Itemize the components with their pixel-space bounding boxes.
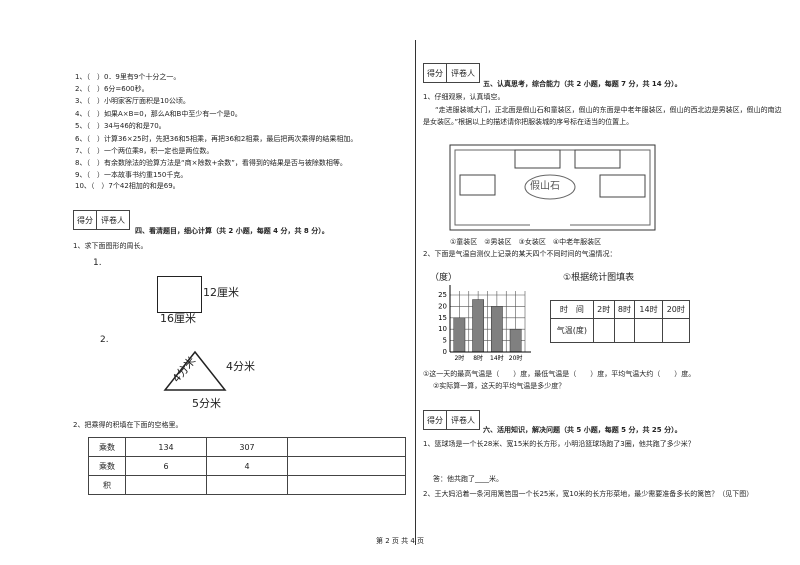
cell	[592, 318, 615, 343]
cell	[206, 475, 288, 495]
score: 得分	[424, 411, 447, 429]
x-tick-label: 20时	[509, 354, 523, 362]
y-tick-label: 0	[443, 348, 447, 356]
map	[449, 144, 656, 231]
label: 12厘米	[203, 286, 239, 299]
score-box: 得分 评卷人	[73, 210, 130, 230]
cell: 134	[125, 437, 207, 457]
question: 1、仔细观察，认真填空。	[423, 93, 505, 101]
bar	[491, 306, 503, 353]
item: 3、（ ）小明家客厅面积是10公顷。	[75, 97, 190, 105]
cell: 307	[206, 437, 288, 457]
question: 2、王大妈沿着一条河用篱笆围一个长25米，宽10米的长方形菜地，最少需要准备多长…	[423, 490, 754, 498]
triangle	[163, 350, 227, 391]
bar	[472, 299, 484, 353]
grader: 评卷人	[451, 68, 475, 78]
item: 5、（ ）34与46的和是70。	[75, 122, 166, 130]
grader: 评卷人	[451, 415, 475, 425]
label: 4分米	[226, 360, 255, 373]
table: 乘数 134 307 乘数 6 4 积	[88, 437, 406, 495]
cell	[661, 318, 691, 343]
cell	[287, 437, 406, 457]
zone	[599, 174, 646, 198]
score: 得分	[74, 211, 97, 229]
y-tick-label: 20	[438, 302, 447, 310]
y-tick-label: 15	[438, 314, 447, 322]
rock-label: 假山石	[530, 181, 560, 192]
item: 10、（ ）7个42相加的和是69。	[75, 182, 180, 190]
x-tick-label: 14时	[490, 354, 504, 362]
answer: 答：他共跑了____米。	[433, 475, 503, 483]
heading: 四、看清题目，细心计算（共 2 小题，每题 4 分，共 8 分）。	[135, 227, 329, 235]
item: 2、（ ）6分=600秒。	[75, 85, 149, 93]
item: 8、（ ）有余数除法的验算方法是“商×除数+余数”，看得到的结果是否与被除数相等…	[75, 159, 347, 167]
fig-num: 1.	[93, 258, 102, 268]
zone	[459, 174, 496, 196]
cell	[287, 456, 406, 476]
cell: 积	[88, 475, 126, 495]
grader: 评卷人	[101, 215, 125, 225]
zone	[574, 149, 621, 169]
question: 1、篮球场是一个长28米、宽15米的长方形，小明沿篮球场跑了3圈，他共跑了多少米…	[423, 440, 695, 448]
y-tick-label: 25	[438, 291, 447, 299]
zone	[514, 149, 561, 169]
row: 时 间 2时 8时 14时 20时	[550, 300, 691, 319]
table-title: ①根据统计图填表	[563, 273, 635, 283]
y-tick-label: 10	[438, 325, 447, 333]
bar	[453, 317, 466, 353]
fig-num: 2.	[100, 335, 109, 345]
cell: 8时	[613, 300, 636, 319]
table: 时 间 2时 8时 14时 20时 气温(度)	[550, 300, 691, 343]
item: 6、（ ）计算36×25时，先把36和5相乘，再把36和2相乘，最后把两次乘得的…	[75, 135, 358, 143]
row: 气温(度)	[550, 318, 691, 343]
item: 4、（ ）如果A×B=0，那么A和B中至少有一个是0。	[75, 110, 242, 118]
divider	[415, 40, 416, 545]
cell	[287, 475, 406, 495]
passage: “走进服装城大门，正北面是假山石和童装区，假山的东面是中老年服装区，假山的西北边…	[423, 106, 782, 126]
cell	[634, 318, 663, 343]
options: ①童装区 ②男装区 ③女装区 ④中老年服装区	[450, 238, 602, 246]
label: 5分米	[192, 397, 221, 410]
row: 乘数 134 307	[88, 437, 406, 457]
y-label: （度）	[430, 273, 458, 283]
cell: 6	[125, 456, 207, 476]
y-tick-label: 5	[443, 337, 447, 345]
x-tick-label: 2时	[454, 354, 464, 362]
heading: 六、活用知识，解决问题（共 5 小题，每题 5 分，共 25 分）。	[483, 426, 682, 434]
footer: 第 2 页 共 4 页	[375, 537, 425, 545]
question: ①这一天的最高气温是（ ）度，最低气温是（ ）度，平均气温大约（ ）度。	[423, 370, 696, 378]
question: 2、把乘得的积填在下面的空格里。	[73, 421, 183, 429]
question: ②实际算一算，这天的平均气温是多少度？	[433, 382, 566, 390]
question: 1、求下面图形的周长。	[73, 242, 148, 250]
score: 得分	[424, 64, 447, 82]
score-box: 得分 评卷人	[423, 410, 480, 430]
item: 9、（ ）一本故事书约重150千克。	[75, 171, 188, 179]
row: 乘数 6 4	[88, 456, 406, 476]
rectangle	[157, 276, 202, 313]
cell: 2时	[592, 300, 615, 319]
cell	[125, 475, 207, 495]
bar	[509, 328, 522, 353]
item: 7、（ ）一个两位乘8，积一定也是两位数。	[75, 147, 214, 155]
question: 2、下面是气温自测仪上记录的某天四个不同时间的气温情况：	[423, 250, 617, 258]
cell	[613, 318, 636, 343]
cell: 气温(度)	[550, 318, 594, 343]
x-tick-label: 8时	[473, 354, 483, 362]
row: 积	[88, 475, 406, 495]
cell: 14时	[634, 300, 663, 319]
rock	[524, 174, 576, 200]
label: 16厘米	[160, 312, 196, 325]
score-box: 得分 评卷人	[423, 63, 480, 83]
item: 1、（ ）0．9里有9个十分之一。	[75, 73, 181, 81]
cell: 乘数	[88, 437, 126, 457]
cell: 乘数	[88, 456, 126, 476]
cell: 20时	[661, 300, 691, 319]
cell: 时 间	[550, 300, 594, 319]
cell: 4	[206, 456, 288, 476]
heading: 五、认真思考，综合能力（共 2 小题，每题 7 分，共 14 分）。	[483, 80, 682, 88]
